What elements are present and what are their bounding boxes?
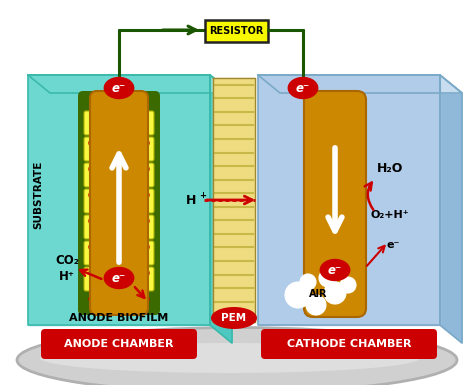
Circle shape — [89, 218, 96, 224]
FancyBboxPatch shape — [137, 111, 154, 135]
Polygon shape — [440, 75, 462, 343]
Circle shape — [306, 295, 326, 315]
Text: SUBSTRATE: SUBSTRATE — [33, 161, 43, 229]
FancyBboxPatch shape — [304, 91, 366, 317]
FancyBboxPatch shape — [90, 91, 148, 315]
Text: ANODE BIOFILM: ANODE BIOFILM — [69, 313, 169, 323]
Ellipse shape — [104, 267, 135, 289]
Polygon shape — [28, 75, 232, 93]
Ellipse shape — [211, 307, 257, 329]
FancyBboxPatch shape — [137, 241, 154, 265]
Circle shape — [142, 270, 149, 276]
Circle shape — [89, 270, 96, 276]
Circle shape — [89, 191, 96, 199]
Circle shape — [89, 139, 96, 147]
Circle shape — [89, 296, 96, 303]
Ellipse shape — [319, 259, 350, 281]
FancyBboxPatch shape — [137, 163, 154, 187]
Text: e⁻: e⁻ — [112, 271, 126, 285]
Text: H: H — [186, 194, 196, 206]
Text: e⁻: e⁻ — [386, 240, 400, 250]
FancyBboxPatch shape — [137, 267, 154, 291]
Text: O₂+H⁺: O₂+H⁺ — [371, 210, 410, 220]
Circle shape — [340, 277, 356, 293]
Circle shape — [142, 218, 149, 224]
Text: e⁻: e⁻ — [112, 82, 126, 94]
FancyBboxPatch shape — [137, 137, 154, 161]
Circle shape — [142, 243, 149, 251]
FancyBboxPatch shape — [84, 111, 101, 135]
Circle shape — [142, 139, 149, 147]
Text: H₂O: H₂O — [377, 161, 403, 174]
FancyBboxPatch shape — [261, 329, 437, 359]
Circle shape — [142, 191, 149, 199]
Text: +: + — [199, 191, 206, 199]
Polygon shape — [210, 75, 232, 343]
Text: CO₂: CO₂ — [55, 253, 79, 266]
Ellipse shape — [104, 77, 135, 99]
Circle shape — [324, 282, 346, 304]
Circle shape — [300, 274, 316, 290]
Text: RESISTOR: RESISTOR — [210, 26, 264, 36]
Ellipse shape — [288, 77, 319, 99]
Polygon shape — [258, 75, 462, 93]
FancyBboxPatch shape — [84, 267, 101, 291]
Text: ANODE CHAMBER: ANODE CHAMBER — [64, 339, 174, 349]
Ellipse shape — [17, 328, 457, 385]
Circle shape — [89, 166, 96, 172]
Polygon shape — [28, 75, 210, 325]
Circle shape — [142, 296, 149, 303]
FancyBboxPatch shape — [84, 189, 101, 213]
Text: CATHODE CHAMBER: CATHODE CHAMBER — [287, 339, 411, 349]
FancyBboxPatch shape — [84, 163, 101, 187]
Circle shape — [285, 282, 311, 308]
Text: e⁻: e⁻ — [296, 82, 310, 94]
Text: AIR: AIR — [309, 289, 327, 299]
FancyBboxPatch shape — [84, 241, 101, 265]
Ellipse shape — [40, 343, 420, 373]
FancyBboxPatch shape — [205, 20, 268, 42]
Circle shape — [89, 243, 96, 251]
FancyBboxPatch shape — [137, 215, 154, 239]
FancyBboxPatch shape — [137, 189, 154, 213]
Polygon shape — [213, 78, 255, 322]
FancyBboxPatch shape — [41, 329, 197, 359]
Text: PEM: PEM — [221, 313, 246, 323]
FancyBboxPatch shape — [84, 137, 101, 161]
FancyBboxPatch shape — [84, 215, 101, 239]
Text: H⁺: H⁺ — [59, 270, 75, 283]
Polygon shape — [258, 75, 440, 325]
FancyBboxPatch shape — [78, 91, 160, 315]
Circle shape — [142, 166, 149, 172]
Text: e⁻: e⁻ — [328, 263, 342, 276]
Circle shape — [319, 269, 337, 287]
